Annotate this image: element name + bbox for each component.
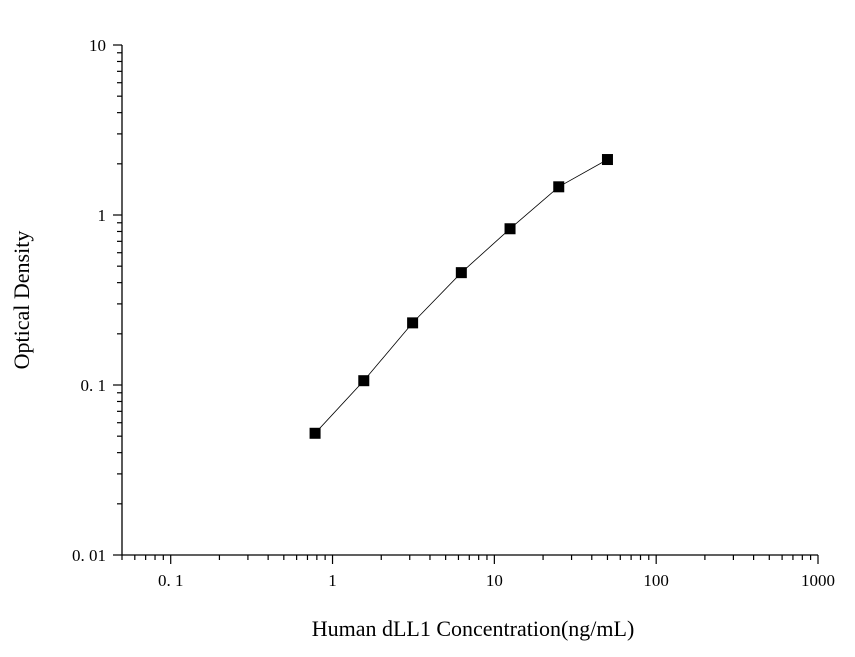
x-axis-tick-labels: 0. 1 1 10 100 1000 [158, 571, 835, 590]
y-tick-label: 0. 01 [72, 546, 106, 565]
data-point [309, 427, 321, 439]
y-axis-ticks [113, 44, 122, 556]
data-point [407, 317, 419, 329]
data-point [601, 154, 613, 166]
data-point [455, 267, 467, 279]
x-tick-label: 1000 [801, 571, 835, 590]
y-tick-label: 10 [89, 36, 106, 55]
series-line [314, 159, 608, 434]
plot-area: 0. 1 1 10 100 1000 0. 01 0. 1 1 10 [72, 36, 835, 590]
data-point [553, 181, 565, 193]
y-axis-tick-labels: 0. 01 0. 1 1 10 [72, 36, 106, 565]
x-axis-ticks [121, 555, 819, 564]
x-axis-title: Human dLL1 Concentration(ng/mL) [312, 616, 635, 641]
y-tick-label: 0. 1 [81, 376, 107, 395]
y-axis-title: Optical Density [9, 231, 34, 370]
x-tick-label: 0. 1 [158, 571, 184, 590]
x-tick-label: 100 [643, 571, 669, 590]
data-series [309, 154, 613, 439]
y-tick-label: 1 [98, 206, 107, 225]
data-point [358, 375, 370, 387]
x-tick-label: 10 [486, 571, 503, 590]
data-point [504, 223, 516, 235]
x-tick-label: 1 [328, 571, 337, 590]
